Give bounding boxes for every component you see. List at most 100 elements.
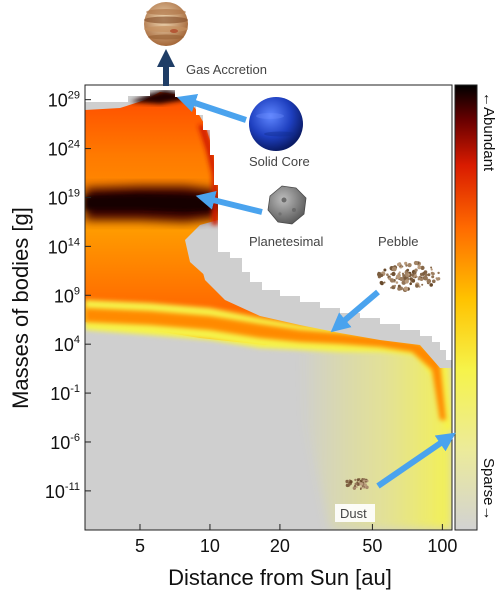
aggregate-grain: [389, 278, 395, 283]
aggregate-grain: [359, 488, 362, 490]
y-tick-base: 10: [48, 237, 68, 257]
y-tick-exponent: -1: [70, 383, 80, 395]
aggregate-grain: [432, 279, 436, 284]
y-tick-label: 1024: [48, 139, 80, 160]
aggregate-grain: [349, 480, 353, 484]
pebble-label: Pebble: [378, 234, 418, 249]
aggregate-grain: [345, 479, 349, 484]
jupiter-icon: [144, 2, 188, 46]
aggregate-grain: [437, 277, 441, 281]
aggregate-grain: [402, 274, 405, 277]
solid-core-peak: [130, 90, 185, 104]
y-tick-label: 1019: [48, 187, 80, 208]
aggregate-grain: [345, 483, 350, 488]
upper-region: [85, 92, 452, 345]
y-tick-exponent: 29: [68, 90, 80, 102]
aggregate-grain: [421, 283, 424, 286]
planetesimal-label: Planetesimal: [249, 234, 324, 249]
aggregate-grain: [404, 271, 408, 274]
x-tick-label: 20: [270, 536, 290, 556]
aggregate-grain: [429, 283, 434, 287]
aggregate-grain: [362, 486, 365, 489]
aggregate-grain: [404, 279, 409, 284]
aggregate-grain: [359, 482, 363, 486]
y-tick-exponent: -11: [65, 481, 80, 493]
aggregate-grain: [430, 266, 433, 269]
y-tick-label: 10-6: [50, 432, 80, 453]
colorbar-bottom-label: Sparse→: [480, 458, 497, 521]
aggregate-grain: [414, 268, 418, 272]
x-tick-label: 50: [362, 536, 382, 556]
y-tick-label: 10-1: [50, 383, 80, 404]
aggregate-grain: [399, 277, 404, 281]
solid-core-arrow: [176, 93, 247, 123]
aggregate-grain: [427, 273, 431, 277]
y-tick-base: 10: [50, 433, 70, 453]
aggregate-grain: [409, 281, 412, 283]
aggregate-grain: [397, 272, 400, 276]
aggregate-grain: [417, 277, 421, 281]
aggregate-grain: [414, 274, 417, 277]
y-tick-exponent: 14: [68, 236, 80, 248]
dust-label-box: [335, 504, 375, 522]
aggregate-grain: [410, 273, 414, 277]
y-tick-base: 10: [48, 188, 68, 208]
y-tick-exponent: 24: [68, 139, 80, 151]
aggregate-grain: [358, 481, 361, 483]
y-tick-exponent: -6: [70, 432, 80, 444]
aggregate-grain: [403, 277, 407, 280]
aggregate-grain: [397, 262, 401, 267]
aggregate-grain: [420, 265, 425, 270]
aggregate-grain: [404, 261, 408, 265]
y-tick-base: 10: [48, 140, 68, 160]
neptune-icon: [249, 97, 303, 151]
aggregate-grain: [383, 281, 386, 284]
y-tick-label: 10-11: [45, 481, 80, 502]
aggregate-grain: [424, 273, 428, 277]
aggregate-grain: [356, 482, 360, 486]
y-tick-base: 10: [50, 384, 70, 404]
pebble-aggregate-icon: [377, 260, 441, 293]
outer-yellow-haze: [300, 330, 452, 530]
dust-label: Dust: [340, 506, 367, 521]
dust-aggregate-icon: [345, 478, 369, 490]
y-tick-exponent: 19: [68, 187, 80, 199]
aggregate-grain: [397, 286, 402, 291]
aggregate-grain: [413, 260, 418, 266]
aggregate-grain: [409, 277, 412, 280]
y-tick-label: 1029: [48, 90, 80, 111]
empty-region: [85, 85, 452, 360]
aggregate-grain: [386, 273, 389, 277]
aggregate-grain: [437, 271, 440, 275]
aggregate-grain: [415, 284, 419, 288]
aggregate-grain: [431, 275, 435, 279]
aggregate-grain: [407, 263, 412, 268]
x-tick-label: 100: [427, 536, 457, 556]
aggregate-grain: [391, 271, 396, 277]
y-tick-label: 1014: [48, 236, 80, 257]
asteroid-icon: [267, 185, 307, 225]
aggregate-grain: [383, 268, 387, 272]
dust-arrow: [376, 432, 456, 489]
pebble-band-core: [85, 308, 446, 420]
x-axis-label: Distance from Sun [au]: [168, 565, 392, 590]
grey-boundary-strip: [200, 252, 452, 368]
aggregate-grain: [356, 478, 360, 482]
aggregate-grain: [353, 484, 357, 488]
pebble-arrow: [330, 289, 380, 333]
aggregate-grain: [363, 483, 368, 487]
aggregate-grain: [417, 265, 422, 270]
aggregate-grain: [407, 273, 410, 276]
aggregate-grain: [352, 486, 356, 490]
aggregate-grain: [403, 286, 409, 291]
aggregate-grain: [409, 282, 413, 286]
y-tick-base: 10: [54, 286, 74, 306]
y-axis-label: Masses of bodies [g]: [8, 207, 33, 409]
planetesimal-arrow: [195, 190, 263, 215]
y-tick-exponent: 4: [74, 334, 80, 346]
aggregate-grain: [430, 268, 433, 271]
aggregate-grain: [423, 275, 428, 281]
aggregate-grain: [393, 284, 397, 287]
solid-core-label: Solid Core: [249, 154, 310, 169]
